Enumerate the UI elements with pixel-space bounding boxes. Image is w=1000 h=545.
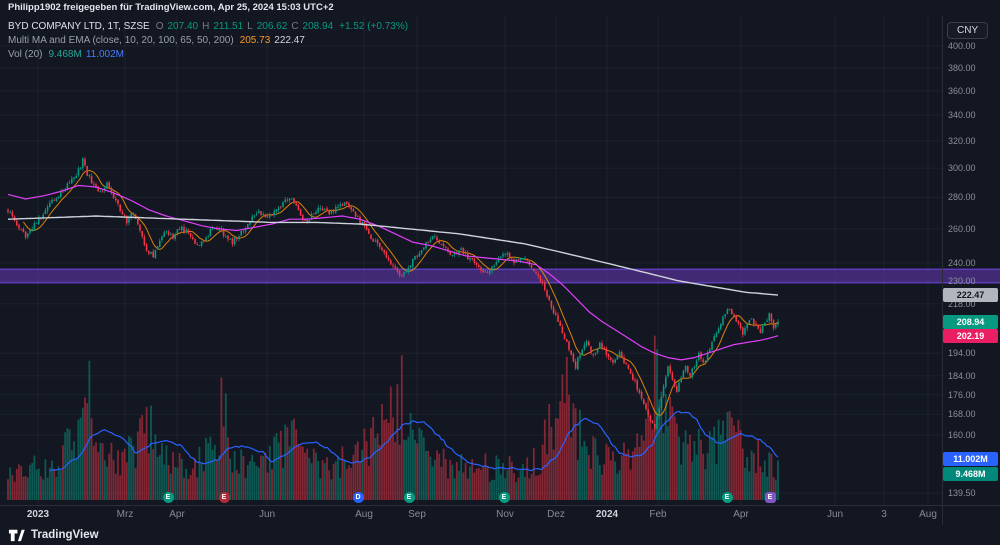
earnings-marker[interactable]: E — [162, 492, 174, 503]
price-badge: 222.47 — [943, 288, 998, 303]
price-tick-label: 240.00 — [948, 257, 976, 268]
purple-price-zone[interactable] — [0, 269, 1000, 283]
multi-ma-values: 205.73 222.47 — [240, 35, 305, 46]
time-axis-label: Feb — [649, 509, 667, 520]
ma-value: 222.47 — [274, 35, 305, 46]
price-tick-label: 380.00 — [948, 62, 976, 73]
price-tick-label: 360.00 — [948, 85, 976, 96]
price-tick-label: 139.50 — [948, 488, 976, 499]
multi-ma-legend-row[interactable]: Multi MA and EMA (close, 10, 20, 100, 65… — [8, 34, 408, 47]
earnings-marker[interactable]: E — [498, 492, 510, 503]
candles-layer — [7, 156, 779, 432]
price-tick-label: 184.00 — [948, 370, 976, 381]
earnings-marker[interactable]: E — [721, 492, 733, 503]
ohlc-letter: O — [155, 21, 164, 32]
dividend-marker[interactable]: D — [352, 492, 364, 503]
earnings-marker[interactable]: E — [403, 492, 415, 503]
chart-legend: BYD COMPANY LTD, 1T, SZSE O 207.40 H 211.51… — [8, 20, 408, 62]
time-axis-label: Sep — [408, 509, 426, 520]
volume-title[interactable]: Vol (20) — [8, 49, 43, 60]
grid-layer — [0, 16, 942, 505]
volume-legend-row[interactable]: Vol (20) 9.468M 11.002M — [8, 48, 408, 61]
tradingview-logo[interactable]: TradingView — [8, 526, 99, 543]
time-axis-label: Jun — [826, 509, 844, 520]
tradingview-logo-icon — [8, 529, 25, 542]
currency-button[interactable]: CNY — [947, 22, 989, 39]
price-tick-label: 168.00 — [948, 409, 976, 420]
ohlc-letter: H — [202, 21, 210, 32]
share-attribution-bar: Philipp1902 freigegeben für TradingView.… — [8, 2, 334, 13]
ma-value: 205.73 — [239, 35, 271, 46]
price-tick-label: 300.00 — [948, 163, 976, 174]
price-tick-label: 194.00 — [948, 348, 976, 359]
ohlc-value: 208.94 — [302, 21, 334, 32]
earnings-marker[interactable]: E — [218, 492, 230, 503]
price-tick-label: 230.00 — [948, 275, 976, 286]
ma-layer — [7, 184, 779, 361]
volume-value: 9.468M — [48, 49, 82, 60]
time-axis-label: Mrz — [116, 509, 134, 520]
price-badge: 202.19 — [943, 328, 998, 343]
time-axis-label: Aug — [919, 509, 937, 520]
time-axis-border — [0, 505, 1000, 506]
volume-value: 11.002M — [85, 49, 125, 60]
volume-values: 9.468M 11.002M — [48, 49, 124, 60]
price-tick-label: 260.00 — [948, 223, 976, 234]
time-axis-label: Apr — [733, 509, 749, 520]
volume-layer — [7, 335, 779, 500]
time-axis-label: 2023 — [26, 509, 50, 520]
price-change: +1.52 (+0.73%) — [339, 21, 409, 32]
ohlc-value: 206.62 — [256, 21, 288, 32]
price-tick-label: 218.00 — [948, 298, 976, 309]
price-tick-label: 340.00 — [948, 110, 976, 120]
ohlc-letter: C — [291, 21, 299, 32]
price-badge: 208.94 — [943, 314, 998, 329]
price-tick-label: 176.00 — [948, 389, 976, 400]
ohlc-value: 207.40 — [167, 21, 199, 32]
time-axis-label: Dez — [547, 509, 565, 520]
symbol-legend-row[interactable]: BYD COMPANY LTD, 1T, SZSE O 207.40 H 211.51… — [8, 20, 408, 33]
symbol-title[interactable]: BYD COMPANY LTD, 1T, SZSE — [8, 21, 150, 32]
price-badge: 9.468M — [943, 467, 998, 481]
price-tick-label: 280.00 — [948, 192, 976, 203]
time-axis-label: 3 — [881, 509, 887, 520]
time-axis-label: Nov — [496, 509, 514, 520]
time-axis-label: Jun — [258, 509, 276, 520]
time-axis-label: Aug — [355, 509, 373, 520]
ma-fast-layer — [22, 170, 779, 417]
multi-ma-title[interactable]: Multi MA and EMA (close, 10, 20, 100, 65… — [8, 35, 234, 46]
price-badge: 11.002M — [943, 452, 998, 466]
ohlc-value: 211.51 — [213, 21, 244, 32]
tradingview-logo-text: TradingView — [31, 528, 99, 541]
time-axis-label: 2024 — [595, 509, 619, 520]
time-axis-label: Apr — [169, 509, 185, 520]
earnings-upcoming-marker[interactable]: E — [764, 492, 776, 503]
price-tick-label: 400.00 — [948, 41, 976, 51]
ohlc-letter: L — [247, 21, 253, 32]
price-tick-label: 320.00 — [948, 135, 976, 146]
volume-ma-layer — [49, 410, 779, 472]
ohlc-values: O 207.40 H 211.51 L 206.62 C 208.94 — [156, 21, 333, 32]
price-axis-border — [942, 16, 943, 525]
highlight-zone-layer — [0, 268, 1000, 284]
price-tick-label: 160.00 — [948, 430, 976, 441]
